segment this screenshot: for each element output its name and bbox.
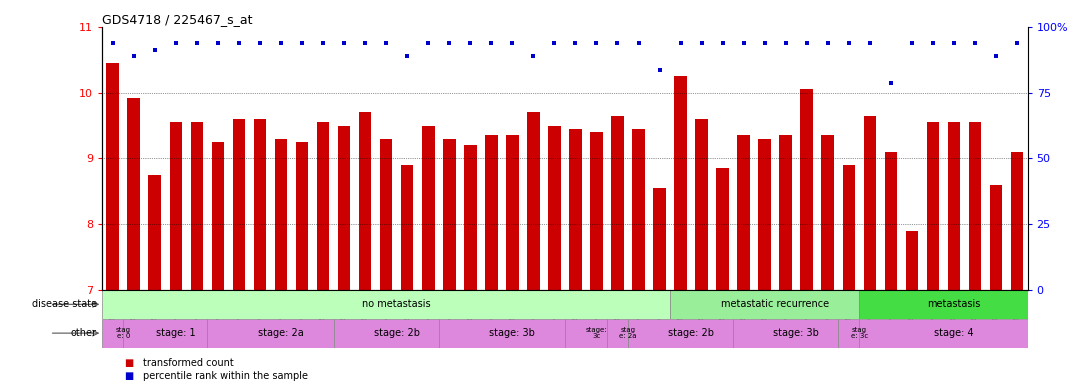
Text: GDS4718 / 225467_s_at: GDS4718 / 225467_s_at: [102, 13, 253, 26]
Bar: [443, 139, 455, 290]
Bar: [884, 152, 897, 290]
Bar: [316, 122, 329, 290]
Bar: [102, 290, 670, 319]
Text: percentile rank within the sample: percentile rank within the sample: [143, 371, 308, 381]
Bar: [628, 319, 733, 348]
Bar: [860, 319, 1028, 348]
Text: stage:
3c: stage: 3c: [585, 328, 607, 339]
Text: metastasis: metastasis: [928, 299, 980, 310]
Bar: [232, 119, 245, 290]
Bar: [527, 113, 540, 290]
Bar: [485, 136, 497, 290]
Bar: [906, 231, 918, 290]
Bar: [338, 126, 351, 290]
Bar: [274, 139, 287, 290]
Bar: [548, 126, 561, 290]
Bar: [779, 136, 792, 290]
Bar: [254, 119, 266, 290]
Bar: [190, 122, 203, 290]
Bar: [864, 116, 876, 290]
Bar: [670, 290, 860, 319]
Bar: [170, 122, 182, 290]
Bar: [380, 139, 393, 290]
Text: ■: ■: [124, 371, 133, 381]
Text: transformed count: transformed count: [143, 358, 233, 368]
Bar: [948, 122, 960, 290]
Bar: [653, 188, 666, 290]
Text: stage: 3b: stage: 3b: [490, 328, 535, 338]
Bar: [611, 116, 624, 290]
Bar: [675, 76, 686, 290]
Text: stage: 2b: stage: 2b: [668, 328, 714, 338]
Text: metastatic recurrence: metastatic recurrence: [721, 299, 830, 310]
Bar: [838, 319, 860, 348]
Bar: [127, 98, 140, 290]
Text: ■: ■: [124, 358, 133, 368]
Bar: [358, 113, 371, 290]
Bar: [607, 319, 628, 348]
Text: other: other: [71, 328, 97, 338]
Bar: [565, 319, 607, 348]
Bar: [860, 290, 1028, 319]
Bar: [926, 122, 939, 290]
Text: stage: 3b: stage: 3b: [774, 328, 819, 338]
Text: stage: 2b: stage: 2b: [373, 328, 420, 338]
Bar: [107, 63, 119, 290]
Bar: [717, 168, 728, 290]
Bar: [590, 132, 603, 290]
Text: no metastasis: no metastasis: [363, 299, 431, 310]
Bar: [1010, 152, 1023, 290]
Bar: [422, 126, 435, 290]
Bar: [733, 319, 838, 348]
Bar: [821, 136, 834, 290]
Bar: [208, 319, 334, 348]
Bar: [296, 142, 309, 290]
Bar: [968, 122, 981, 290]
Text: stag
e: 0: stag e: 0: [116, 328, 131, 339]
Bar: [695, 119, 708, 290]
Text: disease state: disease state: [31, 299, 97, 310]
Bar: [439, 319, 565, 348]
Bar: [801, 89, 813, 290]
Text: stage: 2a: stage: 2a: [258, 328, 303, 338]
Bar: [102, 319, 124, 348]
Bar: [148, 175, 161, 290]
Text: stage: 4: stage: 4: [934, 328, 974, 338]
Text: stag
e: 3c: stag e: 3c: [851, 328, 868, 339]
Bar: [334, 319, 439, 348]
Text: stage: 1: stage: 1: [156, 328, 196, 338]
Text: stag
e: 2a: stag e: 2a: [620, 328, 637, 339]
Bar: [506, 136, 519, 290]
Bar: [990, 185, 1003, 290]
Bar: [124, 319, 208, 348]
Bar: [633, 129, 645, 290]
Bar: [843, 165, 855, 290]
Bar: [212, 142, 224, 290]
Bar: [401, 165, 413, 290]
Bar: [759, 139, 771, 290]
Bar: [569, 129, 582, 290]
Bar: [464, 145, 477, 290]
Bar: [737, 136, 750, 290]
